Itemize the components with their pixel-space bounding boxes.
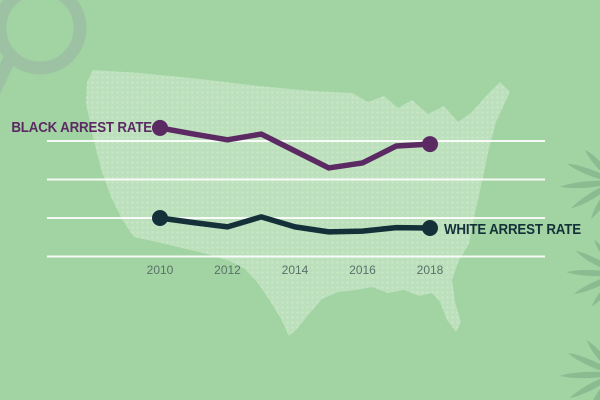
- white-arrest-rate-endpoint-dot: [422, 220, 438, 237]
- white-arrest-rate-line: [157, 214, 433, 235]
- black-arrest-rate-line: [157, 125, 433, 171]
- x-axis-tick-label: 2016: [349, 263, 376, 277]
- black-arrest-rate-endpoint-dot: [152, 119, 168, 136]
- white-arrest-rate-label: WHITE ARREST RATE: [444, 222, 581, 238]
- x-axis-tick-label: 2010: [147, 263, 174, 277]
- decorative-ring-illustration: [0, 0, 87, 95]
- x-axis-tick-label: 2012: [214, 263, 241, 277]
- x-axis-tick-label: 2014: [282, 263, 309, 277]
- white-arrest-rate-endpoint-dot: [152, 210, 168, 226]
- black-arrest-rate-endpoint-dot: [422, 136, 438, 153]
- x-axis-tick-label: 2018: [417, 263, 444, 277]
- black-arrest-rate-label: BLACK ARREST RATE: [11, 120, 152, 136]
